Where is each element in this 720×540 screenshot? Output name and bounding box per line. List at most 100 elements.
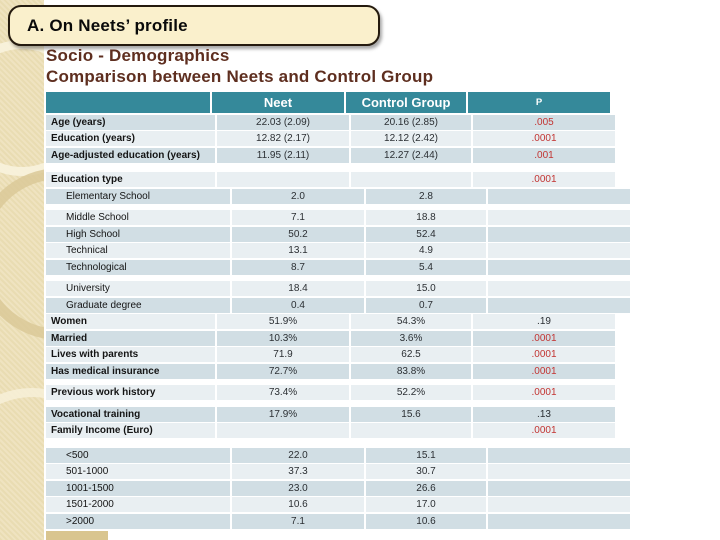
control-value-cell: 15.1 bbox=[366, 447, 486, 463]
subtitle-line2: Comparison between Neets and Control Gro… bbox=[46, 67, 434, 86]
neet-value-cell: 37.3 bbox=[232, 464, 364, 479]
control-value-cell bbox=[351, 172, 471, 187]
p-value-cell bbox=[488, 464, 630, 479]
p-value-cell: .0001 bbox=[473, 172, 615, 187]
control-value-cell: 12.12 (2.42) bbox=[351, 131, 471, 146]
control-value-cell: 15.6 bbox=[351, 406, 471, 422]
row-label-cell: Education type bbox=[46, 172, 215, 187]
neet-value-cell: 22.0 bbox=[232, 447, 364, 463]
table-row: Education (years) 12.82 (2.17) 12.12 (2.… bbox=[46, 131, 615, 146]
p-value-cell bbox=[488, 188, 630, 204]
p-value-cell bbox=[488, 297, 630, 313]
band-shadow-block bbox=[46, 531, 108, 540]
control-value-cell: 3.6% bbox=[351, 330, 471, 346]
table-row: Age (years) 22.03 (2.09) 20.16 (2.85) .0… bbox=[46, 114, 615, 130]
table-row: Married 10.3% 3.6% .0001 bbox=[46, 330, 615, 346]
decorative-circle-icon bbox=[0, 168, 44, 340]
table-row: High School 50.2 52.4 bbox=[46, 226, 630, 242]
neet-value-cell: 23.0 bbox=[232, 480, 364, 496]
row-label-cell: 501-1000 bbox=[46, 464, 230, 479]
control-value-cell: 18.8 bbox=[366, 210, 486, 225]
row-label-cell: Education (years) bbox=[46, 131, 215, 146]
row-label-cell: Elementary School bbox=[46, 188, 230, 204]
neet-value-cell: 18.4 bbox=[232, 281, 364, 296]
subtitle-line1: Socio - Demographics bbox=[46, 46, 230, 65]
p-value-cell: .005 bbox=[473, 114, 615, 130]
control-value-cell: 54.3% bbox=[351, 314, 471, 329]
neet-value-cell: 10.6 bbox=[232, 497, 364, 512]
neet-value-cell: 51.9% bbox=[217, 314, 349, 329]
table-row: Technological 8.7 5.4 bbox=[46, 259, 630, 275]
table-row: 1501-2000 10.6 17.0 bbox=[46, 497, 630, 512]
row-label-cell: Age (years) bbox=[46, 114, 215, 130]
row-label-cell: Women bbox=[46, 314, 215, 329]
control-value-cell: 52.4 bbox=[366, 226, 486, 242]
table-row: Vocational training 17.9% 15.6 .13 bbox=[46, 406, 615, 422]
row-label-cell: University bbox=[46, 281, 230, 296]
decorative-circle-icon bbox=[0, 40, 44, 176]
header-cell-control-group: Control Group bbox=[346, 92, 466, 113]
table-body: Age (years) 22.03 (2.09) 20.16 (2.85) .0… bbox=[46, 114, 630, 529]
p-value-cell: .0001 bbox=[473, 363, 615, 379]
control-value-cell: 52.2% bbox=[351, 385, 471, 400]
neet-value-cell: 73.4% bbox=[217, 385, 349, 400]
table-row: Graduate degree 0.4 0.7 bbox=[46, 297, 630, 313]
p-value-cell bbox=[488, 210, 630, 225]
p-value-cell bbox=[488, 259, 630, 275]
control-value-cell: 2.8 bbox=[366, 188, 486, 204]
control-value-cell: 17.0 bbox=[366, 497, 486, 512]
table-row: University 18.4 15.0 bbox=[46, 281, 630, 296]
neet-value-cell: 71.9 bbox=[217, 347, 349, 362]
p-value-cell bbox=[488, 497, 630, 512]
row-label-cell: Married bbox=[46, 330, 215, 346]
neet-value-cell: 8.7 bbox=[232, 259, 364, 275]
table-row: Family Income (Euro) .0001 bbox=[46, 423, 615, 438]
neet-value-cell bbox=[217, 423, 349, 438]
p-value-cell bbox=[488, 243, 630, 258]
header-cell-p: P bbox=[468, 92, 610, 113]
row-label-cell: 1501-2000 bbox=[46, 497, 230, 512]
control-value-cell: 20.16 (2.85) bbox=[351, 114, 471, 130]
table-row: >2000 7.1 10.6 bbox=[46, 513, 630, 529]
p-value-cell: .0001 bbox=[473, 347, 615, 362]
row-label-cell: 1001-1500 bbox=[46, 480, 230, 496]
table-row: Elementary School 2.0 2.8 bbox=[46, 188, 630, 204]
neet-value-cell bbox=[217, 172, 349, 187]
table-row: Education type .0001 bbox=[46, 172, 615, 187]
header-cell-neet: Neet bbox=[212, 92, 344, 113]
row-label-cell: Age-adjusted education (years) bbox=[46, 147, 215, 163]
row-label-cell: Has medical insurance bbox=[46, 363, 215, 379]
row-label-cell: High School bbox=[46, 226, 230, 242]
control-value-cell bbox=[351, 423, 471, 438]
control-value-cell: 0.7 bbox=[366, 297, 486, 313]
neet-value-cell: 10.3% bbox=[217, 330, 349, 346]
neet-value-cell: 7.1 bbox=[232, 513, 364, 529]
table-row: Women 51.9% 54.3% .19 bbox=[46, 314, 615, 329]
neet-value-cell: 13.1 bbox=[232, 243, 364, 258]
row-label-cell: Graduate degree bbox=[46, 297, 230, 313]
control-value-cell: 62.5 bbox=[351, 347, 471, 362]
p-value-cell bbox=[488, 281, 630, 296]
p-value-cell: .13 bbox=[473, 406, 615, 422]
p-value-cell: .0001 bbox=[473, 423, 615, 438]
control-value-cell: 10.6 bbox=[366, 513, 486, 529]
side-decor-band bbox=[0, 0, 44, 540]
row-label-cell: >2000 bbox=[46, 513, 230, 529]
p-value-cell bbox=[488, 226, 630, 242]
row-label-cell: Family Income (Euro) bbox=[46, 423, 215, 438]
neet-value-cell: 12.82 (2.17) bbox=[217, 131, 349, 146]
neet-value-cell: 7.1 bbox=[232, 210, 364, 225]
decorative-circle-icon bbox=[0, 388, 44, 540]
row-label-cell: Technical bbox=[46, 243, 230, 258]
p-value-cell bbox=[488, 513, 630, 529]
table-row: Has medical insurance 72.7% 83.8% .0001 bbox=[46, 363, 615, 379]
control-value-cell: 15.0 bbox=[366, 281, 486, 296]
p-value-cell bbox=[488, 480, 630, 496]
neet-value-cell: 11.95 (2.11) bbox=[217, 147, 349, 163]
row-label-cell: Vocational training bbox=[46, 406, 215, 422]
control-value-cell: 30.7 bbox=[366, 464, 486, 479]
p-value-cell: .001 bbox=[473, 147, 615, 163]
table-row: Lives with parents 71.9 62.5 .0001 bbox=[46, 347, 615, 362]
control-value-cell: 83.8% bbox=[351, 363, 471, 379]
